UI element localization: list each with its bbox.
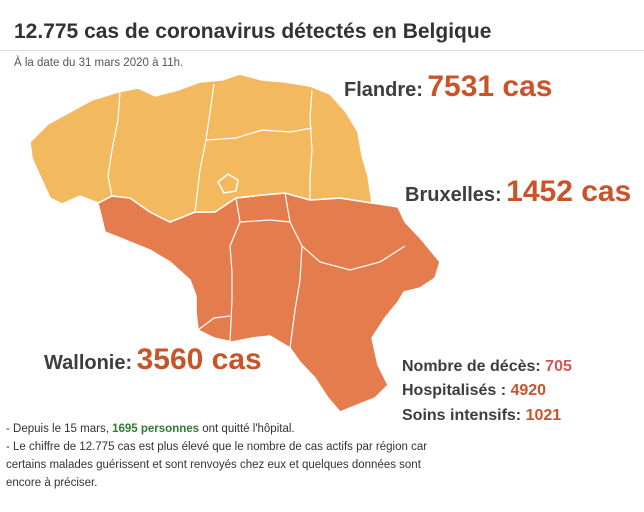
flanders-region[interactable] [29,73,373,223]
brussels-cases: 1452 cas [506,175,632,208]
page-subtitle: À la date du 31 mars 2020 à 11h. [14,57,184,69]
flanders-cases: 7531 cas [427,70,553,103]
wallonia-region[interactable] [97,192,441,413]
footnote-1-suffix: ont quitté l'hôpital. [202,423,295,435]
footnote-total: - Le chiffre de 12.775 cas est plus élev… [6,441,428,489]
brussels-label: Bruxelles: 1452 cas [405,175,631,209]
deaths-stat: Nombre de décès: 705 [402,358,572,376]
footnote-1-prefix: - Depuis le 15 mars, [6,423,109,435]
footnote-1-highlight: 1695 personnes [112,423,200,435]
page-title: 12.775 cas de coronavirus détectés en Be… [14,20,492,43]
footnotes: - Depuis le 15 mars, 1695 personnes ont … [6,420,446,492]
deaths-label: Nombre de décès: [402,358,541,375]
hospitalized-value: 4920 [510,382,547,399]
flanders-label: Flandre: 7531 cas [344,70,553,104]
icu-value: 1021 [525,407,562,424]
wallonia-name: Wallonie: [44,352,133,374]
flanders-name: Flandre: [344,79,423,101]
icu-label: Soins intensifs: [402,407,522,424]
icu-stat: Soins intensifs: 1021 [402,407,561,425]
hospitalized-stat: Hospitalisés : 4920 [402,382,546,400]
footnote-hospital: - Depuis le 15 mars, 1695 personnes ont … [6,420,446,438]
brussels-region[interactable] [217,173,239,194]
hospitalized-label: Hospitalisés : [402,382,507,399]
wallonia-label: Wallonie: 3560 cas [44,343,262,377]
title-divider [0,50,644,51]
deaths-value: 705 [545,358,572,375]
wallonia-cases: 3560 cas [136,343,262,376]
brussels-name: Bruxelles: [405,184,502,206]
province-boundaries [107,83,406,349]
